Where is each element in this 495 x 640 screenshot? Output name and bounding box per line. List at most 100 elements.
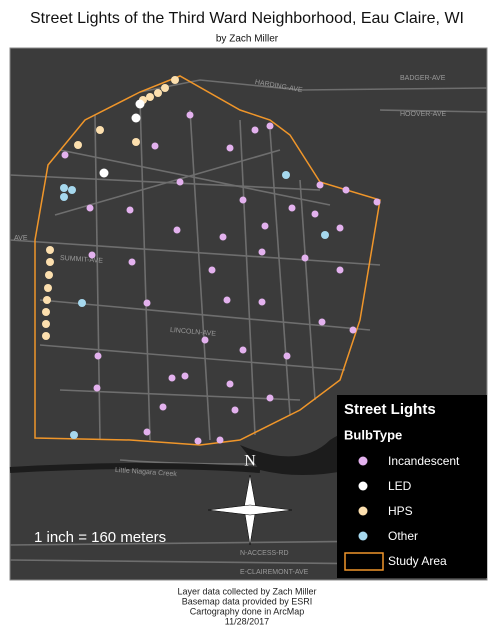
- street-label: AVE: [14, 235, 28, 242]
- street-label: N-ACCESS-RD: [240, 550, 289, 557]
- legend-swatch: [358, 456, 368, 466]
- street-light: [60, 184, 68, 192]
- street-light: [43, 296, 51, 304]
- street-light: [96, 126, 104, 134]
- street-light: [261, 222, 269, 230]
- street-light: [181, 372, 189, 380]
- legend-item: Other: [388, 529, 418, 543]
- legend-swatch: [358, 481, 368, 491]
- street-light: [132, 138, 140, 146]
- street-light: [143, 428, 151, 436]
- street-light: [128, 258, 136, 266]
- street-light: [42, 332, 50, 340]
- street-light: [216, 436, 224, 444]
- street-light: [336, 224, 344, 232]
- street-label: HOOVER-AVE: [400, 111, 446, 118]
- legend-field: BulbType: [344, 427, 402, 442]
- street-light: [223, 296, 231, 304]
- street-light: [266, 122, 274, 130]
- street-light: [126, 206, 134, 214]
- street-light: [99, 168, 109, 178]
- legend-item: LED: [388, 479, 412, 493]
- street-labels: HARDING-AVE BADGER-AVE HOOVER-AVE AVE SU…: [14, 75, 446, 576]
- street-light: [78, 299, 86, 307]
- street-light: [282, 171, 290, 179]
- legend-item: Study Area: [388, 554, 447, 568]
- street-light: [143, 299, 151, 307]
- street-light: [171, 76, 179, 84]
- street-label: BADGER-AVE: [400, 75, 446, 82]
- street-light: [173, 226, 181, 234]
- street-light: [226, 144, 234, 152]
- street-light: [239, 196, 247, 204]
- credit: 11/28/2017: [225, 616, 269, 626]
- street-light: [135, 99, 145, 109]
- street-light: [168, 374, 176, 382]
- study-area: [34, 75, 381, 446]
- legend-item: HPS: [388, 504, 413, 518]
- north-label: N: [244, 453, 256, 470]
- street-light: [258, 298, 266, 306]
- street-light: [239, 346, 247, 354]
- street-light: [42, 320, 50, 328]
- street-light: [336, 266, 344, 274]
- legend-swatch: [358, 506, 368, 516]
- street-light: [226, 380, 234, 388]
- street-label: Little Niagara Creek: [115, 467, 178, 478]
- street-light: [45, 271, 53, 279]
- street-light: [86, 204, 94, 212]
- street-light: [176, 178, 184, 186]
- street-light: [342, 186, 350, 194]
- street-light: [161, 84, 169, 92]
- street-light: [74, 141, 82, 149]
- subtitle: by Zach Miller: [216, 34, 279, 45]
- street-light: [251, 126, 259, 134]
- street-light: [42, 308, 50, 316]
- legend-swatch: [358, 531, 368, 541]
- street-light: [88, 251, 96, 259]
- street-light: [288, 204, 296, 212]
- legend-title: Street Lights: [344, 401, 436, 418]
- street-light: [151, 142, 159, 150]
- street-light: [46, 246, 54, 254]
- street-light: [316, 181, 324, 189]
- street-light: [219, 233, 227, 241]
- credit: Layer data collected by Zach Miller: [177, 586, 316, 596]
- scale-text: 1 inch = 160 meters: [34, 529, 166, 546]
- street-light: [61, 151, 69, 159]
- street-light: [208, 266, 216, 274]
- street-label: E-CLAIREMONT-AVE: [240, 569, 309, 576]
- street-light: [194, 437, 202, 445]
- street-light: [266, 394, 274, 402]
- street-light: [46, 258, 54, 266]
- street-light: [44, 284, 52, 292]
- street-light: [70, 431, 78, 439]
- street-light: [131, 113, 141, 123]
- credit: Basemap data provided by ESRI: [182, 596, 313, 606]
- street-light: [68, 186, 76, 194]
- legend-swatch: [344, 552, 384, 571]
- street-light: [60, 193, 68, 201]
- legend: Street Lights BulbType Incandescent LED …: [337, 395, 487, 578]
- street-label: SUMMIT-AVE: [60, 255, 104, 265]
- street-light: [373, 198, 381, 206]
- street-light: [146, 93, 154, 101]
- street-light: [201, 336, 209, 344]
- credit: Cartography done in ArcMap: [190, 606, 305, 616]
- street-light: [154, 89, 162, 97]
- street-light: [186, 111, 194, 119]
- legend-item: Incandescent: [388, 454, 460, 468]
- street-label: LINCOLN-AVE: [170, 327, 217, 338]
- street-light: [258, 248, 266, 256]
- street-light: [349, 326, 357, 334]
- street-light: [159, 403, 167, 411]
- street-light: [318, 318, 326, 326]
- street-light: [321, 231, 329, 239]
- street-light: [93, 384, 101, 392]
- title: Street Lights of the Third Ward Neighbor…: [30, 10, 464, 27]
- north-arrow: N: [207, 453, 293, 546]
- street-light: [311, 210, 319, 218]
- street-light: [301, 254, 309, 262]
